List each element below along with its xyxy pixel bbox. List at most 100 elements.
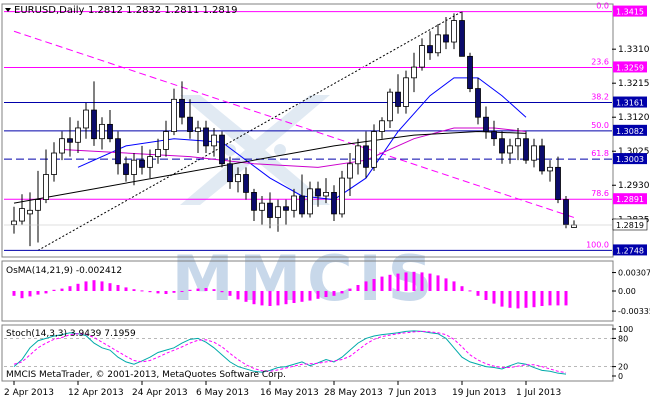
- candle-body-bull: [156, 149, 161, 156]
- osma-bar: [213, 289, 216, 291]
- osma-bar: [237, 291, 240, 299]
- candle-body-bull: [412, 67, 417, 78]
- candle-body-bull: [452, 21, 457, 42]
- candle-body-bear: [268, 203, 273, 217]
- candle-body-bull: [12, 221, 17, 225]
- candle-body-bull: [28, 210, 33, 214]
- osma-bar: [125, 287, 128, 291]
- fib-price-label: 1.3259: [616, 63, 644, 72]
- candle-body-bull: [164, 132, 169, 150]
- fib-level-percent: 50.0: [591, 121, 609, 130]
- osma-bar: [421, 272, 424, 291]
- osma-bar: [133, 289, 136, 291]
- osma-bar: [365, 281, 368, 291]
- candle-body-bull: [572, 225, 577, 228]
- candle[interactable]: [564, 196, 569, 228]
- fib-level-percent: 23.6: [591, 57, 609, 66]
- price-tick-label: 1.3120: [618, 113, 650, 123]
- symbol-label: EURUSD,Daily: [14, 5, 85, 16]
- fib-level-percent: 38.2: [591, 93, 609, 102]
- osma-bar: [253, 291, 256, 304]
- osma-bar: [93, 280, 96, 291]
- candle-body-bear: [108, 124, 113, 138]
- osma-bar: [389, 275, 392, 291]
- osma-bar: [189, 290, 192, 291]
- candle-body-bull: [148, 157, 153, 168]
- osma-bar: [405, 272, 408, 291]
- candle-body-bull: [172, 99, 177, 131]
- candle-body-bear: [188, 117, 193, 131]
- fib-level-percent: 78.6: [591, 189, 609, 198]
- candle-body-bull: [532, 146, 537, 160]
- osma-bar: [117, 285, 120, 291]
- candle[interactable]: [468, 53, 473, 92]
- candle-body-bull: [292, 196, 297, 210]
- candle[interactable]: [372, 124, 377, 171]
- candle-body-bear: [68, 139, 73, 143]
- candle-body-bull: [324, 192, 329, 196]
- candle-body-bull: [372, 132, 377, 168]
- candle-body-bull: [60, 139, 65, 153]
- osma-bar: [197, 289, 200, 291]
- osma-bar: [157, 291, 160, 293]
- candle-body-bear: [124, 164, 129, 175]
- osma-bar: [485, 291, 488, 300]
- candle-body-bear: [316, 189, 321, 196]
- copyright-text: MMCIS MetaTrader, © 2001-2013, MetaQuote…: [6, 370, 286, 380]
- candle-body-bull: [212, 135, 217, 146]
- osma-bar: [525, 291, 528, 308]
- candle-body-bear: [204, 128, 209, 146]
- candle-body-bull: [356, 146, 361, 164]
- osma-bar: [341, 291, 344, 293]
- osma-bar: [453, 281, 456, 291]
- osma-bar: [69, 286, 72, 291]
- osma-bar: [205, 288, 208, 291]
- candle-body-bear: [332, 192, 337, 213]
- candle-body-bull: [132, 160, 137, 174]
- candle-body-bear: [244, 175, 249, 193]
- fib-level-percent: 61.8: [591, 149, 609, 158]
- time-tick-label: 1 Jul 2013: [516, 388, 561, 398]
- osma-bar: [565, 291, 568, 305]
- candle[interactable]: [220, 132, 225, 168]
- candle-body-bull: [52, 153, 57, 174]
- candle-body-bull: [196, 128, 201, 132]
- stoch-tick-label: 20: [618, 363, 628, 372]
- osma-bar: [477, 291, 480, 296]
- candle-body-bull: [36, 200, 41, 211]
- candle-body-bull: [404, 78, 409, 107]
- osma-bar: [557, 291, 560, 305]
- candle-body-bull: [340, 178, 345, 214]
- candle-body-bull: [548, 167, 553, 171]
- osma-bar: [381, 277, 384, 291]
- osma-bar: [269, 291, 272, 306]
- candle-body-bear: [484, 117, 489, 131]
- osma-bar: [13, 291, 16, 296]
- candle[interactable]: [340, 171, 345, 218]
- watermark-dot-left: [224, 144, 236, 156]
- osma-bar: [53, 290, 56, 291]
- osma-bar: [437, 275, 440, 291]
- candle-body-bear: [540, 146, 545, 171]
- osma-bar: [109, 283, 112, 291]
- stoch-tick-label: 0: [618, 372, 623, 381]
- time-tick-label: 7 Jun 2013: [388, 388, 436, 398]
- candle-body-bull: [308, 189, 313, 214]
- osma-bar: [549, 291, 552, 305]
- osma-bar: [325, 291, 328, 297]
- osma-bar: [333, 291, 336, 296]
- time-tick-label: 19 Jun 2013: [452, 388, 506, 398]
- fib-price-label: 1.3082: [616, 127, 644, 136]
- candle-body-bull: [436, 35, 441, 53]
- osma-bar: [501, 291, 504, 307]
- stoch-title: Stoch(14,3,3) 3.9439 7.1959: [6, 329, 136, 339]
- osma-bar: [261, 291, 264, 305]
- osma-bar: [397, 274, 400, 291]
- osma-bar: [37, 291, 40, 295]
- time-tick-label: 12 Apr 2013: [68, 388, 124, 398]
- osma-bar: [461, 286, 464, 291]
- current-price-label: 1.2819: [616, 221, 644, 230]
